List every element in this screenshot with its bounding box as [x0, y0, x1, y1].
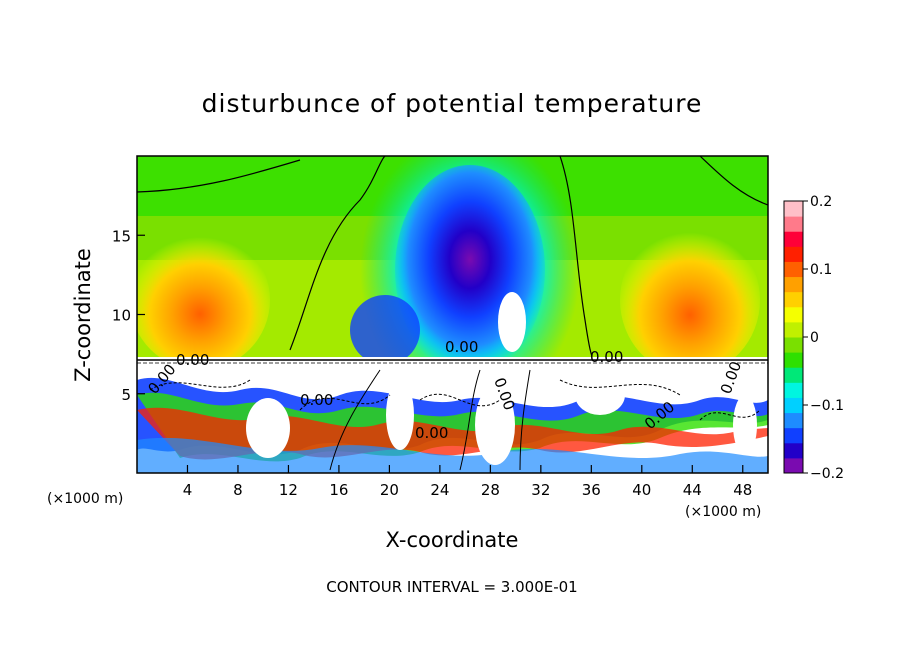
x-tick-label: 48 [733, 481, 752, 499]
colorbar-swatch [784, 397, 803, 414]
chart-title: disturbunce of potential temperature [202, 89, 703, 118]
colorbar-swatch [784, 352, 803, 368]
plot-area [137, 156, 768, 473]
x-unit-label-right: (×1000 m) [685, 504, 761, 520]
colorbar-swatch [784, 231, 803, 247]
x-tick-label: 8 [233, 481, 243, 499]
x-tick-label: 12 [279, 481, 298, 499]
colorbar-tick-label: 0 [810, 330, 819, 346]
colorbar [784, 201, 803, 474]
colorbar-swatch [784, 306, 803, 323]
x-tick-label: 24 [430, 481, 449, 499]
y-axis-label: Z-coordinate [71, 248, 95, 382]
y-tick-label: 5 [121, 386, 131, 404]
x-tick-label: 36 [582, 481, 601, 499]
colorbar-swatch [784, 412, 803, 429]
x-tick-label: 28 [481, 481, 500, 499]
x-tick-label: 40 [632, 481, 651, 499]
x-tick-label: 20 [380, 481, 399, 499]
contour-label: 0.00 [176, 351, 209, 369]
colorbar-tick-label: −0.2 [810, 466, 844, 482]
colorbar-swatch [784, 321, 803, 338]
x-axis-label: X-coordinate [386, 528, 519, 552]
x-tick-label: 4 [183, 481, 193, 499]
colorbar-swatch [784, 246, 803, 262]
colorbar-swatch [784, 367, 803, 383]
x-tick-label: 44 [683, 481, 702, 499]
x-axis-ticks: 4 8 12 16 20 24 28 32 36 40 44 48 [183, 465, 752, 499]
x-tick-label: 16 [329, 481, 348, 499]
colorbar-swatch [784, 261, 803, 278]
contour-label: 0.00 [590, 348, 623, 366]
y-tick-label: 10 [112, 307, 131, 325]
colorbar-tick-label: −0.1 [810, 398, 844, 414]
colorbar-swatch [784, 337, 803, 353]
colorbar-swatch [784, 276, 803, 293]
colorbar-swatch [784, 427, 803, 444]
colorbar-swatch [784, 291, 803, 308]
colorbar-swatch [784, 216, 803, 232]
colorbar-swatch [784, 442, 803, 459]
colorbar-tick-label: 0.2 [810, 194, 832, 210]
contour-label: 0.00 [300, 391, 333, 409]
contour-label: 0.00 [445, 338, 478, 356]
colorbar-swatch [784, 382, 803, 398]
contour-interval-note: CONTOUR INTERVAL = 3.000E-01 [326, 578, 577, 596]
colorbar-ticks: 0.2 0.1 0 −0.1 −0.2 [803, 194, 844, 482]
contour-label: 0.00 [415, 424, 448, 442]
y-axis-ticks: 5 10 15 [112, 227, 145, 404]
colorbar-tick-label: 0.1 [810, 262, 832, 278]
colorbar-swatch [784, 201, 803, 217]
x-tick-label: 32 [531, 481, 550, 499]
y-tick-label: 15 [112, 227, 131, 245]
x-unit-label: (×1000 m) [47, 491, 123, 507]
colorbar-swatch [784, 457, 803, 474]
